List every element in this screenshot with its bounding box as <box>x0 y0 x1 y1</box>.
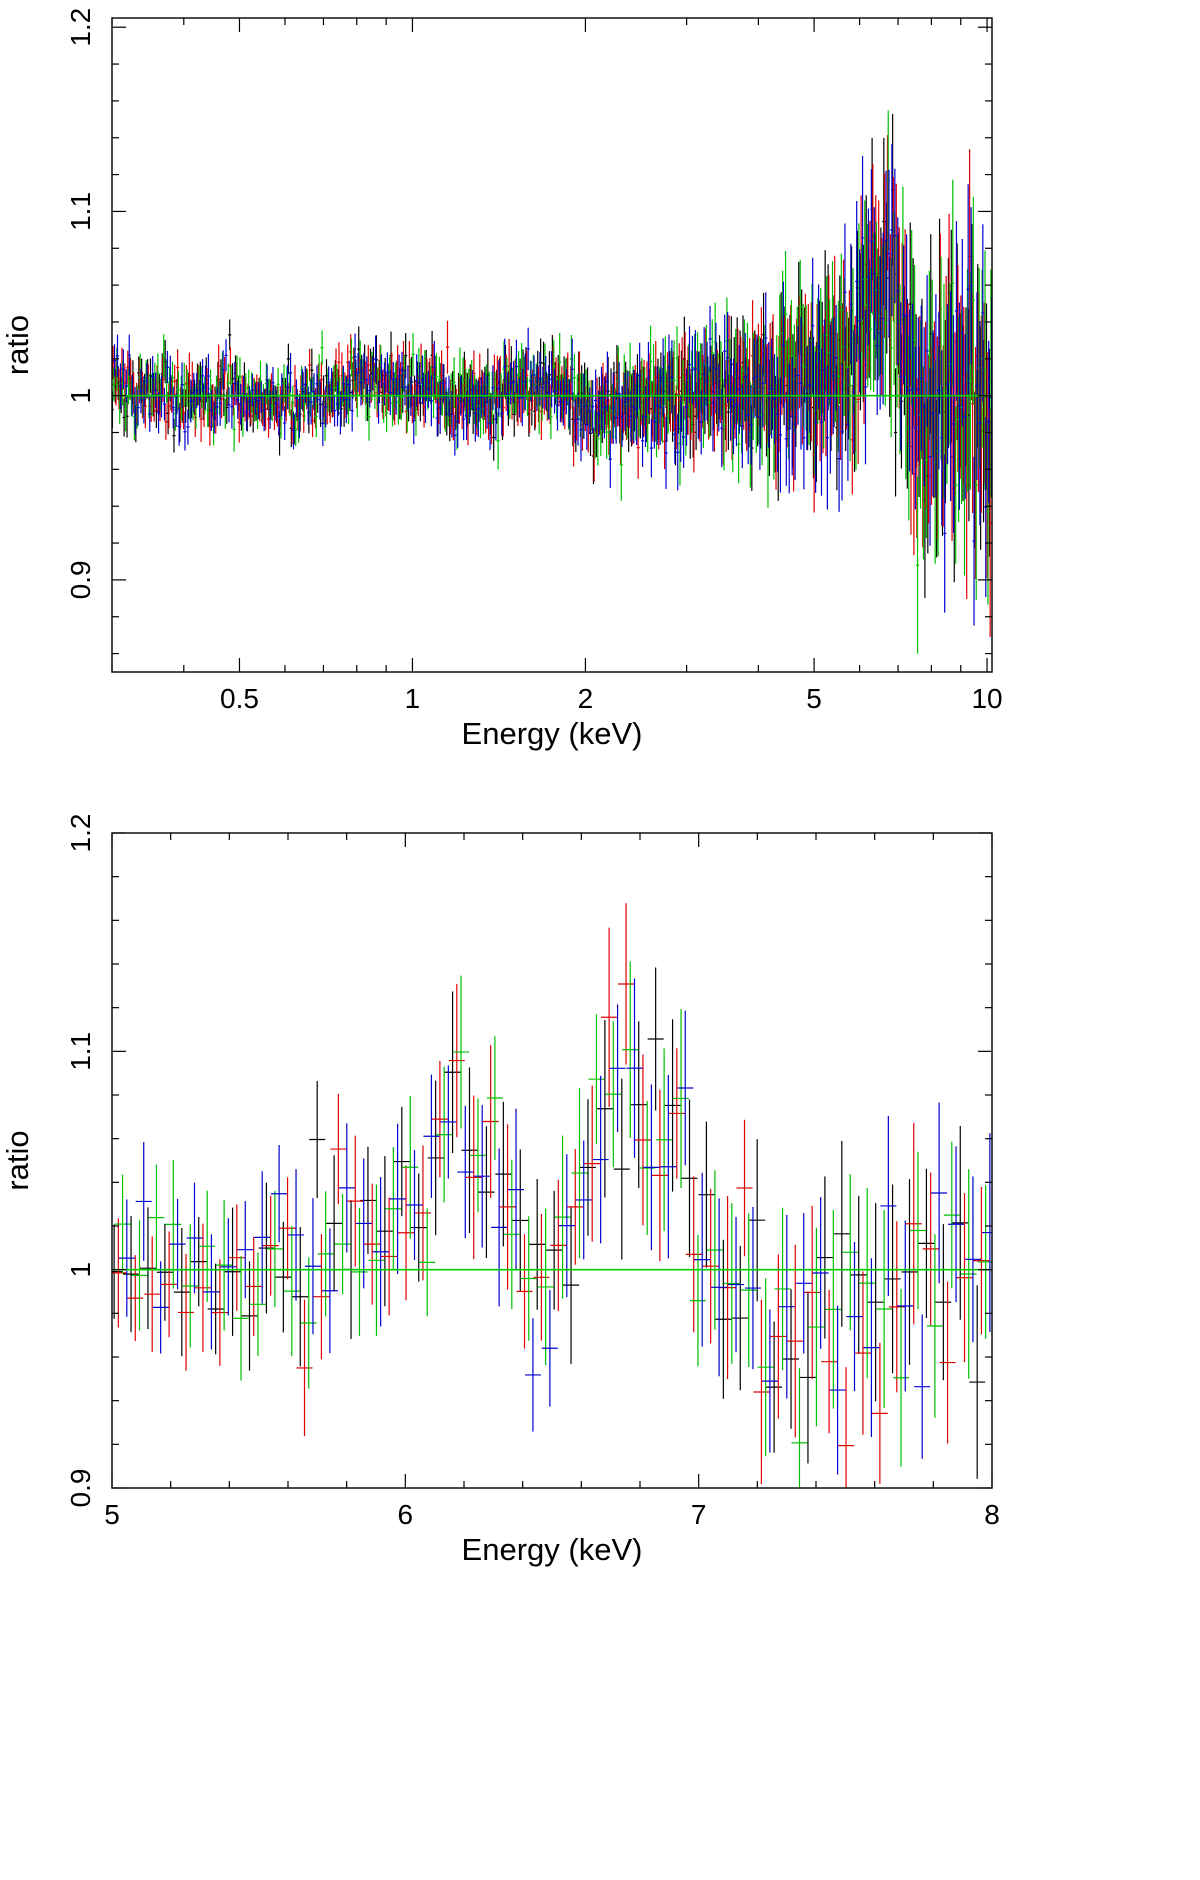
series-3 <box>112 144 992 626</box>
x-tick-label: 5 <box>104 1499 120 1530</box>
y-tick-label: 1.1 <box>65 192 96 231</box>
data-points <box>112 110 992 654</box>
y-axis-label: ratio <box>0 315 35 375</box>
x-tick-label: 2 <box>578 683 594 714</box>
top-panel-full-band: 0.5 1 2 5 10 0.9 1 1.1 1.2 Energy (keV) ratio <box>0 8 1003 751</box>
y-tick-label: 1 <box>65 388 96 404</box>
ticks <box>111 18 992 672</box>
x-axis-label: Energy (keV) <box>462 716 643 751</box>
x-axis-label: Energy (keV) <box>462 1532 643 1567</box>
plot-frame <box>111 832 993 1489</box>
series-0 <box>112 967 986 1479</box>
x-tick-label: 5 <box>806 683 822 714</box>
y-tick-label: 1.1 <box>65 1032 96 1071</box>
y-tick-label: 1.2 <box>65 814 96 853</box>
y-tick-label: 1 <box>65 1262 96 1278</box>
series-3 <box>118 978 992 1475</box>
series-1 <box>112 903 990 1488</box>
x-tick-label: 6 <box>398 1499 414 1530</box>
ticks <box>111 832 993 1489</box>
series-2 <box>114 961 992 1488</box>
y-tick-label: 0.9 <box>65 560 96 599</box>
x-tick-label: 10 <box>971 683 1002 714</box>
data-points <box>112 903 992 1488</box>
x-tick-label: 7 <box>691 1499 707 1530</box>
bottom-panel-iron-band: 5 6 7 8 0.9 1 1.1 1.2 Energy (keV) ratio <box>0 814 1000 1567</box>
x-tick-label: 0.5 <box>220 683 259 714</box>
y-tick-label: 0.9 <box>65 1469 96 1508</box>
x-tick-label: 8 <box>984 1499 1000 1530</box>
y-axis-label: ratio <box>0 1130 35 1190</box>
plot-frame <box>111 17 993 673</box>
x-tick-label: 1 <box>405 683 421 714</box>
series-1 <box>112 135 992 637</box>
y-tick-label: 1.2 <box>65 8 96 47</box>
